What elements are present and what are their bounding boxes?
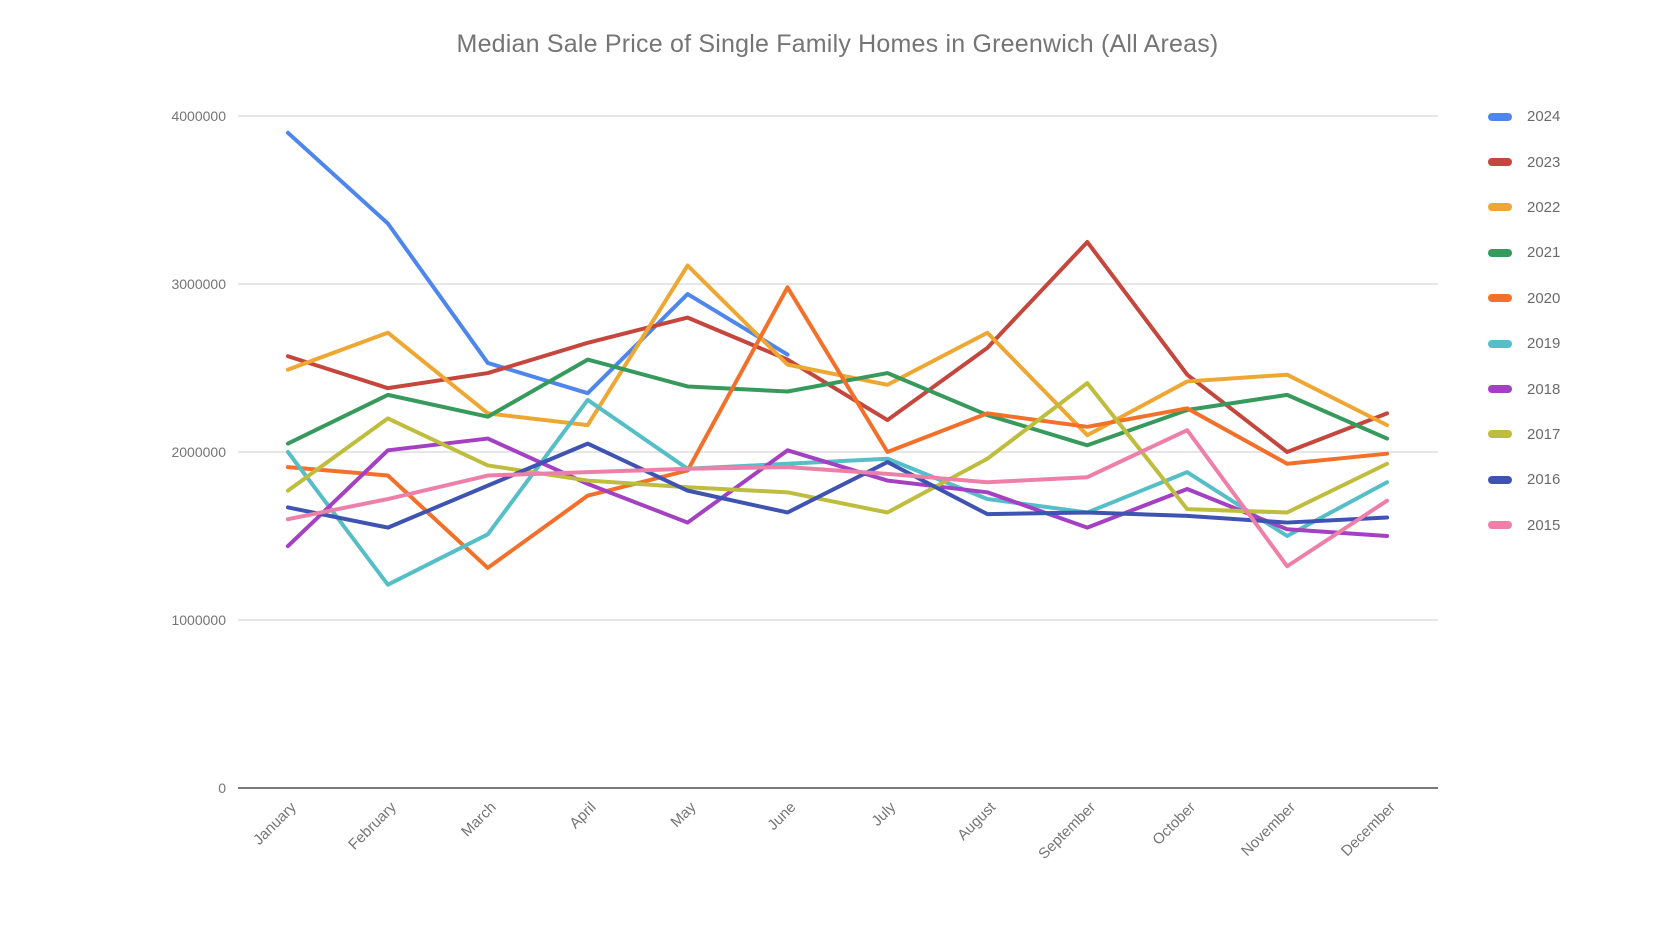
legend-label: 2015 [1527, 516, 1561, 534]
y-axis-label: 2000000 [171, 444, 226, 460]
legend-item-2020: 2020 [1488, 276, 1560, 321]
legend-item-2023: 2023 [1488, 139, 1560, 184]
x-axis-label: June [764, 799, 799, 834]
legend-swatch-2024 [1488, 112, 1512, 121]
legend-label: 2023 [1527, 153, 1561, 171]
legend-label: 2019 [1527, 335, 1561, 353]
series-line-2016 [285, 441, 1390, 530]
legend-swatch-2018 [1488, 385, 1512, 394]
legend-label: 2020 [1527, 289, 1561, 307]
legend-item-2024: 2024 [1488, 94, 1560, 139]
y-axis-label: 3000000 [171, 276, 226, 292]
series-line-2021 [285, 357, 1390, 448]
y-axis-label: 4000000 [171, 108, 226, 124]
legend-label: 2022 [1527, 198, 1561, 216]
series-line-2019 [285, 397, 1390, 587]
y-axis-label: 0 [218, 780, 226, 796]
legend-swatch-2020 [1488, 294, 1512, 303]
y-axis-label: 1000000 [171, 612, 226, 628]
legend-swatch-2023 [1488, 158, 1512, 167]
x-axis-label: August [954, 798, 1000, 844]
series-line-2023 [285, 240, 1390, 454]
legend-item-2018: 2018 [1488, 366, 1560, 411]
legend-swatch-2015 [1488, 521, 1512, 530]
legend-label: 2021 [1527, 244, 1561, 262]
series-line-2018 [285, 436, 1390, 549]
legend-item-2022: 2022 [1488, 185, 1560, 230]
legend-label: 2018 [1527, 380, 1561, 398]
x-axis-label: January [250, 798, 300, 848]
series-line-2024 [285, 130, 790, 396]
x-axis-label: December [1338, 799, 1399, 860]
x-axis-label: July [868, 798, 899, 829]
chart-title: Median Sale Price of Single Family Homes… [456, 30, 1219, 58]
legend-swatch-2021 [1488, 248, 1512, 257]
x-axis-label: September [1035, 799, 1099, 863]
series-line-2015 [285, 428, 1390, 569]
x-axis-label: April [566, 799, 599, 832]
chart-legend: 2024 2023 2022 2021 2020 2019 2018 2017 2016 2015 [1488, 94, 1560, 548]
legend-label: 2024 [1527, 108, 1561, 126]
legend-swatch-2016 [1488, 475, 1512, 484]
x-axis-label: October [1149, 799, 1199, 849]
legend-label: 2016 [1527, 471, 1561, 489]
legend-item-2016: 2016 [1488, 457, 1560, 502]
legend-item-2021: 2021 [1488, 230, 1560, 275]
x-axis-label: February [345, 798, 400, 853]
series-line-2017 [285, 381, 1390, 515]
legend-label: 2017 [1527, 425, 1561, 443]
legend-item-2017: 2017 [1488, 412, 1560, 457]
legend-swatch-2022 [1488, 203, 1512, 212]
legend-swatch-2017 [1488, 430, 1512, 439]
series-line-2022 [285, 263, 1390, 438]
x-axis-label: November [1238, 799, 1299, 860]
x-axis-label: March [458, 799, 499, 840]
x-axis-label: May [667, 798, 699, 830]
legend-item-2019: 2019 [1488, 321, 1560, 366]
legend-item-2015: 2015 [1488, 503, 1560, 548]
legend-swatch-2019 [1488, 339, 1512, 348]
series-line-2020 [285, 285, 1390, 570]
